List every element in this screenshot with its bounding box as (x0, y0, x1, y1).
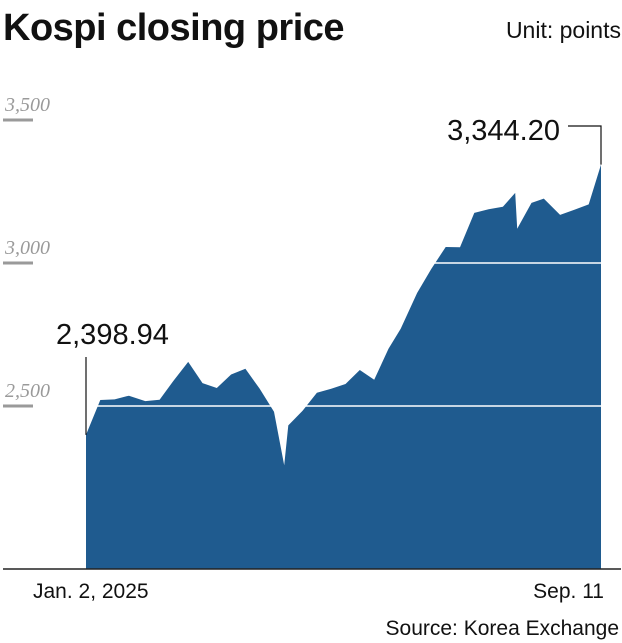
y-tick-label: 3,500 (4, 94, 50, 116)
end-annotation-leader (568, 125, 602, 165)
end-value-label: 3,344.20 (447, 115, 560, 147)
chart-title: Kospi closing price (3, 7, 344, 49)
y-axis: 2,500 3,000 3,500 (3, 94, 50, 408)
gridlines (86, 262, 601, 407)
x-label-end: Sep. 11 (533, 580, 604, 603)
x-label-start: Jan. 2, 2025 (33, 580, 149, 603)
source-note: Source: Korea Exchange (386, 617, 619, 640)
unit-label: Unit: points (506, 17, 621, 43)
y-tick-label: 2,500 (5, 380, 50, 402)
y-tick-label: 3,000 (4, 237, 50, 259)
price-area (86, 164, 601, 569)
start-value-label: 2,398.94 (56, 319, 169, 351)
